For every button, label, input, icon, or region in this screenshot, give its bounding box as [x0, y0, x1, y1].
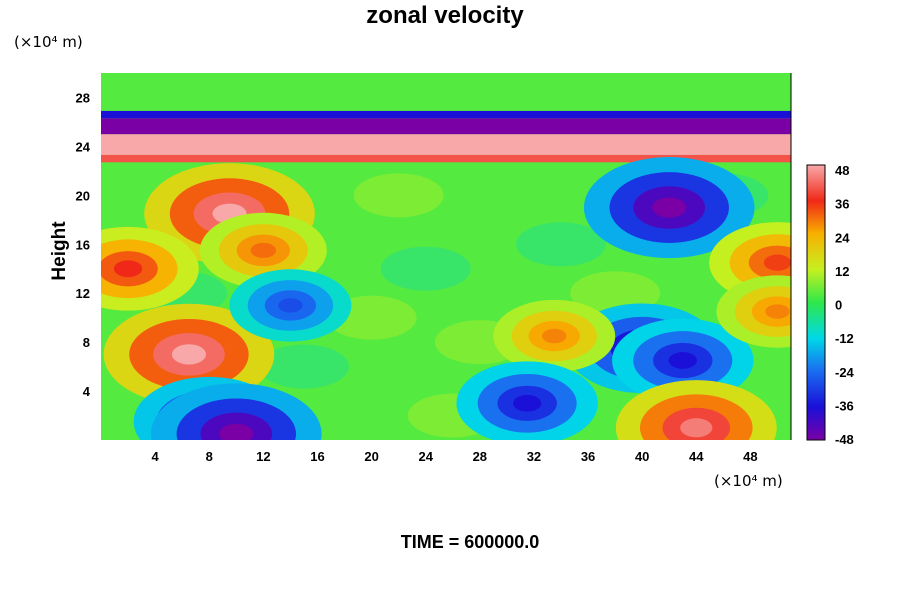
- y-tick-label: 4: [83, 384, 91, 399]
- y-tick-label: 12: [76, 286, 90, 301]
- y-tick-label: 20: [76, 188, 90, 203]
- colorbar: [806, 164, 826, 441]
- field-texture: [380, 246, 471, 291]
- velocity-cell: [113, 260, 143, 278]
- colorbar-tick-label: -24: [835, 365, 855, 380]
- x-tick-label: 48: [743, 449, 757, 464]
- x-tick-label: 16: [310, 449, 324, 464]
- velocity-cell: [680, 418, 713, 438]
- y-tick-label: 28: [76, 90, 90, 105]
- velocity-cell: [171, 344, 207, 365]
- y-axis-unit: (×10⁴ m): [14, 33, 83, 51]
- x-tick-label: 20: [364, 449, 378, 464]
- x-axis-unit: (×10⁴ m): [714, 472, 783, 490]
- velocity-band: [101, 118, 791, 135]
- velocity-cell: [278, 298, 303, 313]
- plot-area: [101, 73, 791, 440]
- x-tick-label: 4: [152, 449, 160, 464]
- velocity-cell: [250, 242, 277, 258]
- velocity-cell: [668, 352, 697, 369]
- velocity-cell: [219, 423, 254, 440]
- x-tick-label: 24: [418, 449, 433, 464]
- colorbar-tick-labels: 48 36 24 12 0 -12 -24 -36 -48: [835, 163, 855, 447]
- velocity-cell: [763, 254, 791, 271]
- field-texture: [258, 344, 349, 389]
- x-tick-label: 40: [635, 449, 649, 464]
- velocity-cell: [513, 394, 542, 412]
- velocity-cell: [765, 304, 790, 319]
- x-tick-label: 36: [581, 449, 595, 464]
- y-tick-labels: 4 8 12 16 20 24 28: [76, 90, 91, 399]
- y-tick-label: 16: [76, 237, 90, 252]
- x-tick-label: 8: [206, 449, 213, 464]
- x-tick-label: 32: [527, 449, 541, 464]
- velocity-band: [101, 134, 791, 155]
- velocity-band: [101, 110, 791, 119]
- x-tick-label: 28: [473, 449, 487, 464]
- colorbar-tick-label: 24: [835, 230, 850, 245]
- velocity-cell: [652, 197, 687, 218]
- y-tick-label: 24: [76, 139, 91, 154]
- velocity-band: [101, 154, 791, 163]
- field-texture: [353, 173, 444, 218]
- x-tick-labels: 4 8 12 16 20 24 28 32 36 40 44 48: [152, 449, 758, 464]
- colorbar-tick-label: -12: [835, 331, 854, 346]
- colorbar-tick-label: 12: [835, 264, 849, 279]
- y-tick-label: 8: [83, 335, 90, 350]
- colorbar-tick-label: -36: [835, 398, 854, 413]
- chart-title: zonal velocity: [366, 2, 524, 29]
- colorbar-tick-label: 36: [835, 197, 849, 212]
- colorbar-tick-label: 0: [835, 298, 842, 313]
- time-footer: TIME = 600000.0: [400, 532, 540, 552]
- velocity-cell: [542, 328, 567, 344]
- colorbar-tick-label: 48: [835, 163, 849, 178]
- x-tick-label: 44: [689, 449, 704, 464]
- field-texture: [516, 222, 606, 267]
- x-tick-label: 12: [256, 449, 270, 464]
- colorbar-tick-label: -48: [835, 432, 854, 447]
